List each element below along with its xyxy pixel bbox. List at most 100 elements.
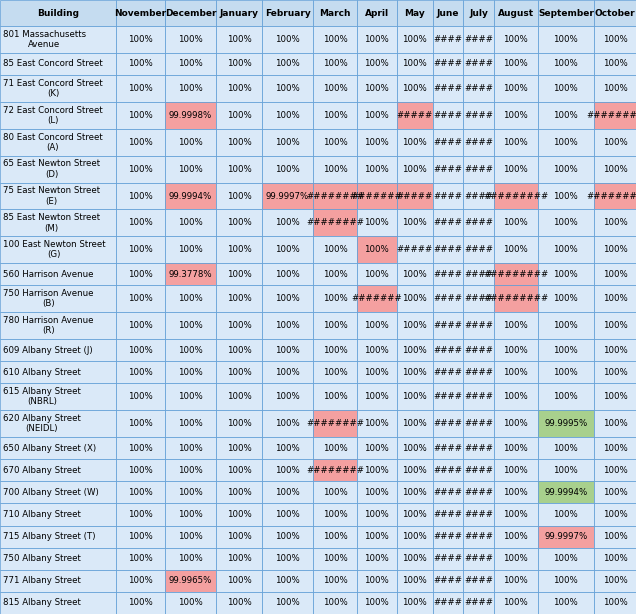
Text: 100%: 100% (602, 532, 627, 541)
Bar (396, 129, 433, 156)
Text: ####: #### (464, 321, 493, 330)
Bar (594, 459, 636, 481)
Text: ####: #### (464, 599, 493, 607)
Bar (0, 102, 116, 129)
Text: ####: #### (434, 510, 462, 519)
Bar (116, 286, 165, 313)
Text: 609 Albany Street (J): 609 Albany Street (J) (3, 346, 93, 355)
Text: 100%: 100% (403, 392, 427, 402)
Bar (494, 459, 538, 481)
Bar (313, 26, 357, 53)
Text: 100%: 100% (178, 60, 203, 68)
Bar (262, 481, 313, 503)
Text: 100%: 100% (275, 294, 300, 303)
Bar (463, 236, 494, 263)
Bar (165, 236, 216, 263)
Bar (433, 503, 463, 526)
Bar (313, 182, 357, 209)
Bar (0, 0, 116, 26)
Text: 100%: 100% (323, 321, 347, 330)
Text: ####: #### (464, 554, 493, 563)
Text: July: July (469, 9, 488, 18)
Text: 670 Albany Street: 670 Albany Street (3, 466, 81, 475)
Text: 100%: 100% (403, 270, 427, 279)
Text: 100%: 100% (403, 444, 427, 453)
Text: ####: #### (434, 60, 462, 68)
Text: 615 Albany Street
(NBRL): 615 Albany Street (NBRL) (3, 387, 81, 406)
Bar (0, 548, 116, 570)
Text: 100%: 100% (323, 138, 347, 147)
Bar (463, 481, 494, 503)
Text: 100%: 100% (553, 392, 578, 402)
Bar (433, 361, 463, 383)
Bar (538, 361, 594, 383)
Text: 80 East Concord Street
(A): 80 East Concord Street (A) (3, 133, 103, 152)
Text: 100%: 100% (553, 466, 578, 475)
Text: 100%: 100% (323, 111, 347, 120)
Bar (165, 410, 216, 437)
Bar (494, 0, 538, 26)
Bar (216, 481, 262, 503)
Text: ####: #### (464, 419, 493, 428)
Bar (357, 182, 396, 209)
Text: 71 East Concord Street
(K): 71 East Concord Street (K) (3, 79, 103, 98)
Text: ####: #### (464, 510, 493, 519)
Text: 100%: 100% (403, 577, 427, 585)
Text: ########: ######## (586, 111, 636, 120)
Bar (262, 339, 313, 361)
Text: 100%: 100% (226, 346, 251, 355)
Bar (262, 286, 313, 313)
Text: 100%: 100% (323, 368, 347, 377)
Text: June: June (437, 9, 459, 18)
Bar (396, 102, 433, 129)
Bar (165, 503, 216, 526)
Bar (463, 75, 494, 102)
Bar (165, 0, 216, 26)
Bar (262, 361, 313, 383)
Bar (116, 459, 165, 481)
Bar (216, 0, 262, 26)
Text: ####: #### (434, 165, 462, 174)
Bar (494, 209, 538, 236)
Text: 100%: 100% (226, 488, 251, 497)
Bar (494, 263, 538, 286)
Text: 100%: 100% (323, 554, 347, 563)
Bar (433, 592, 463, 614)
Text: ########: ######## (306, 192, 364, 201)
Text: 100%: 100% (178, 294, 203, 303)
Bar (262, 0, 313, 26)
Bar (357, 410, 396, 437)
Text: ####: #### (464, 488, 493, 497)
Bar (433, 182, 463, 209)
Text: ####: #### (464, 466, 493, 475)
Text: 100%: 100% (275, 444, 300, 453)
Text: 100%: 100% (403, 466, 427, 475)
Bar (116, 0, 165, 26)
Bar (357, 129, 396, 156)
Bar (165, 26, 216, 53)
Bar (594, 361, 636, 383)
Bar (0, 339, 116, 361)
Text: 65 East Newton Street
(D): 65 East Newton Street (D) (3, 160, 100, 179)
Text: 100%: 100% (178, 138, 203, 147)
Bar (116, 383, 165, 410)
Bar (165, 383, 216, 410)
Bar (216, 339, 262, 361)
Text: 100%: 100% (275, 392, 300, 402)
Bar (313, 383, 357, 410)
Text: 99.9997%: 99.9997% (544, 532, 588, 541)
Bar (116, 313, 165, 339)
Text: 85 East Newton Street
(M): 85 East Newton Street (M) (3, 213, 100, 233)
Text: 100%: 100% (364, 60, 389, 68)
Bar (165, 526, 216, 548)
Text: ####: #### (434, 35, 462, 44)
Bar (494, 361, 538, 383)
Text: 100%: 100% (602, 294, 627, 303)
Text: 100%: 100% (275, 599, 300, 607)
Text: 100%: 100% (503, 510, 528, 519)
Bar (433, 383, 463, 410)
Bar (357, 481, 396, 503)
Bar (396, 26, 433, 53)
Text: 100%: 100% (553, 165, 578, 174)
Text: 100%: 100% (553, 554, 578, 563)
